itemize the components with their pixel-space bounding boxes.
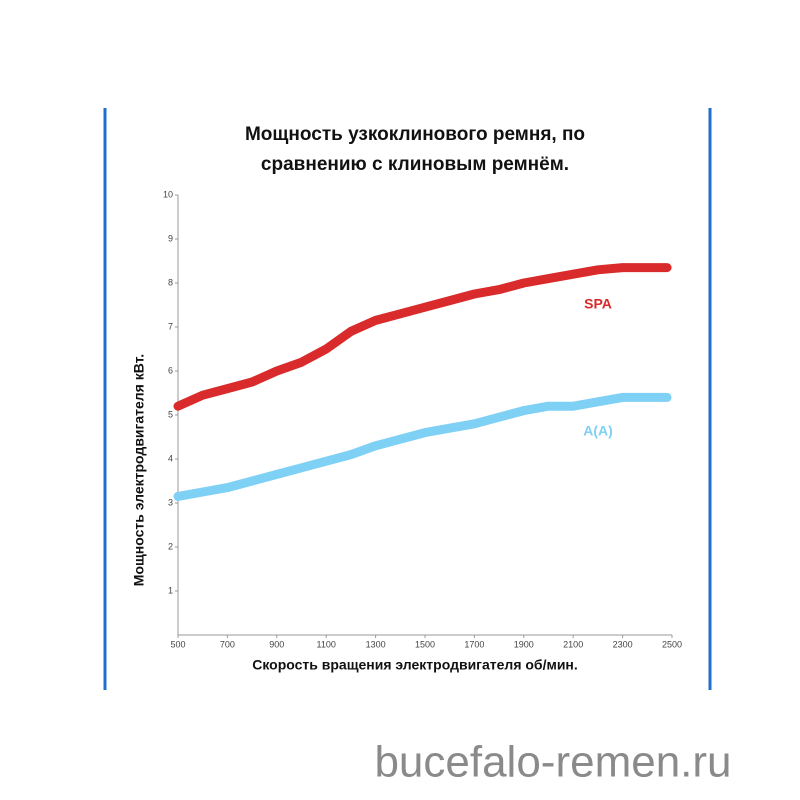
series-label: SPA <box>584 296 612 312</box>
x-tick-label: 1100 <box>317 639 336 649</box>
x-tick-label: 1300 <box>366 639 386 649</box>
x-tick-label: 2300 <box>613 639 633 649</box>
series-label: A(A) <box>583 423 613 439</box>
y-tick-label: 3 <box>168 497 173 507</box>
y-tick-label: 6 <box>168 365 173 375</box>
x-tick-label: 1500 <box>415 639 435 649</box>
chart-title: Мощность узкоклинового ремня, по <box>245 124 585 145</box>
y-tick-label: 7 <box>168 321 173 331</box>
x-tick-label: 1700 <box>464 639 484 649</box>
chart-title: сравнению с клиновым ремнём. <box>261 154 569 175</box>
x-tick-label: 500 <box>170 639 185 649</box>
x-tick-label: 700 <box>220 639 235 649</box>
x-tick-label: 2500 <box>662 639 682 649</box>
y-axis-label: Мощность электродвигателя кВт. <box>131 354 147 586</box>
x-tick-label: 1900 <box>514 639 534 649</box>
x-axis-label: Скорость вращения электродвигателя об/ми… <box>252 657 578 673</box>
y-tick-label: 10 <box>163 189 173 199</box>
x-tick-label: 900 <box>269 639 284 649</box>
x-tick-label: 2100 <box>563 639 583 649</box>
series-line <box>173 392 672 501</box>
y-tick-label: 1 <box>168 585 173 595</box>
y-tick-label: 2 <box>168 541 173 551</box>
series-line <box>173 263 672 411</box>
y-tick-label: 8 <box>168 277 173 287</box>
y-tick-label: 5 <box>168 409 173 419</box>
y-tick-label: 4 <box>168 453 173 463</box>
y-tick-label: 9 <box>168 233 173 243</box>
watermark: bucefalo-remen.ru <box>374 738 731 787</box>
